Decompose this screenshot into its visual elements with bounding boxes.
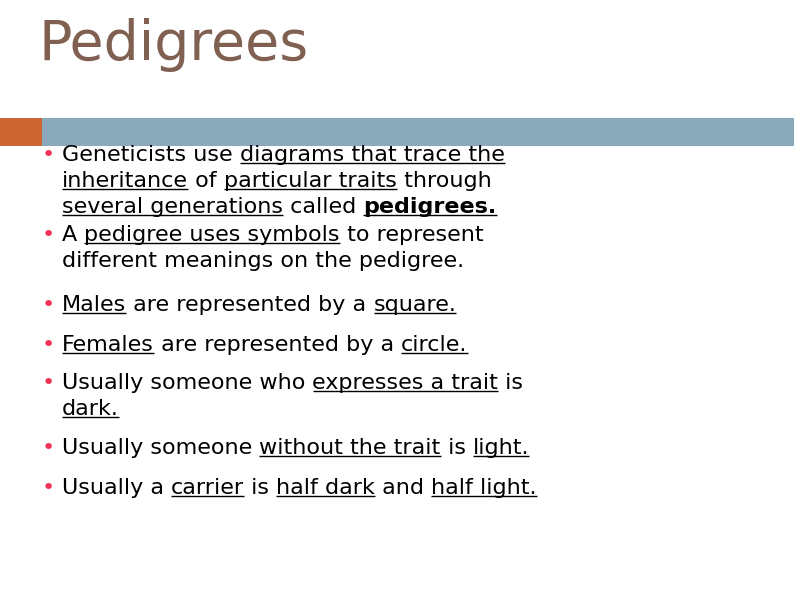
Text: •: • <box>42 335 56 355</box>
Text: light.: light. <box>472 438 530 458</box>
Text: several generations: several generations <box>62 197 283 217</box>
Text: Usually a: Usually a <box>62 478 172 498</box>
Text: Females: Females <box>62 335 154 355</box>
Text: •: • <box>42 145 56 165</box>
Text: pedigree uses symbols: pedigree uses symbols <box>84 225 340 245</box>
Text: •: • <box>42 373 56 393</box>
Text: Usually someone: Usually someone <box>62 438 260 458</box>
Text: particular traits: particular traits <box>224 171 397 191</box>
Text: half light.: half light. <box>431 478 537 498</box>
Text: called: called <box>283 197 364 217</box>
Text: is: is <box>499 373 523 393</box>
Text: diagrams that trace the: diagrams that trace the <box>240 145 505 165</box>
Text: •: • <box>42 438 56 458</box>
Text: without the trait: without the trait <box>260 438 441 458</box>
Text: Geneticists use: Geneticists use <box>62 145 240 165</box>
Bar <box>0 118 42 146</box>
Text: inheritance: inheritance <box>62 171 188 191</box>
Text: dark.: dark. <box>62 399 119 419</box>
Bar <box>42 118 794 146</box>
Text: circle.: circle. <box>401 335 468 355</box>
Text: is: is <box>245 478 276 498</box>
Text: carrier: carrier <box>172 478 245 498</box>
Text: Usually someone who: Usually someone who <box>62 373 313 393</box>
Text: square.: square. <box>373 295 457 315</box>
Text: through: through <box>397 171 491 191</box>
Text: different meanings on the pedigree.: different meanings on the pedigree. <box>62 251 464 271</box>
Text: and: and <box>376 478 431 498</box>
Text: are represented by a: are represented by a <box>154 335 401 355</box>
Text: are represented by a: are represented by a <box>126 295 373 315</box>
Text: pedigrees.: pedigrees. <box>364 197 496 217</box>
Text: •: • <box>42 225 56 245</box>
Text: is: is <box>441 438 472 458</box>
Text: of: of <box>188 171 224 191</box>
Text: A: A <box>62 225 84 245</box>
Text: to represent: to represent <box>340 225 484 245</box>
Text: •: • <box>42 478 56 498</box>
Text: expresses a trait: expresses a trait <box>313 373 499 393</box>
Text: Males: Males <box>62 295 126 315</box>
Text: •: • <box>42 295 56 315</box>
Text: Pedigrees: Pedigrees <box>38 18 308 72</box>
Text: half dark: half dark <box>276 478 376 498</box>
